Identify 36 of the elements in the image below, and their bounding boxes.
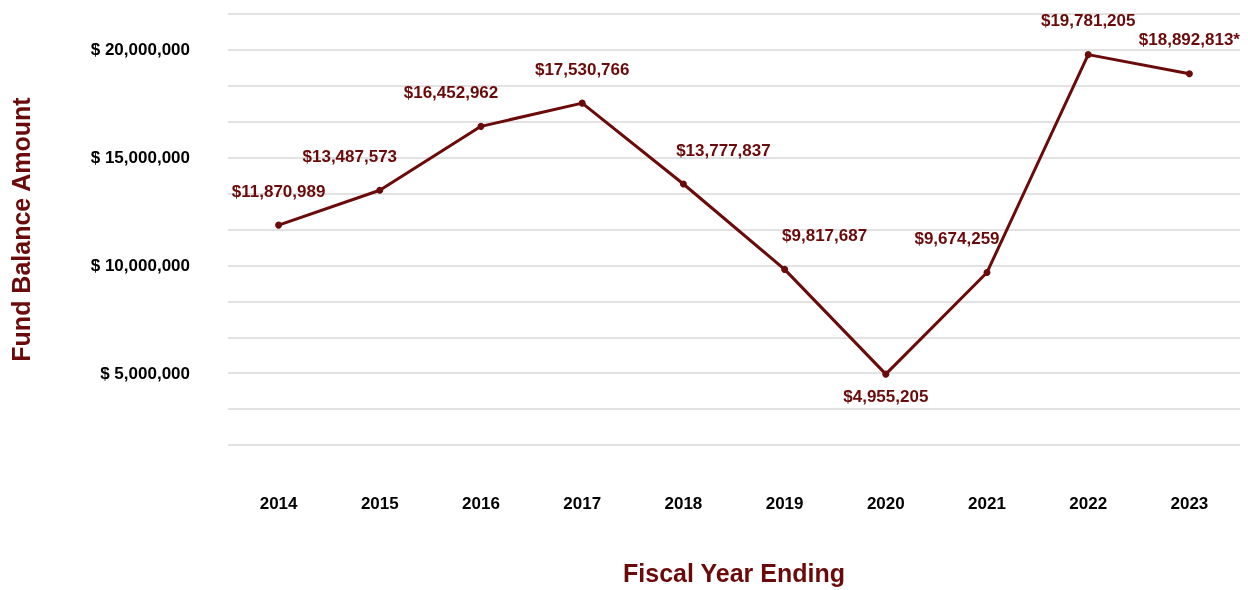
x-tick-label: 2017 (563, 494, 602, 513)
point (275, 221, 283, 229)
data-label: $4,955,205 (843, 386, 929, 406)
x-tick-label: 2015 (360, 494, 399, 513)
x-tick-label: 2022 (1069, 494, 1108, 513)
point (1084, 51, 1092, 59)
y-tick-label: $ 5,000,000 (100, 363, 190, 383)
data-label: $9,817,687 (782, 225, 868, 245)
point (578, 99, 586, 107)
point (477, 122, 485, 130)
x-tick-label: 2021 (968, 494, 1006, 513)
data-label: $18,892,813* (1138, 30, 1241, 50)
data-label: $17,530,766 (534, 59, 630, 79)
data-label: $19,781,205 (1040, 11, 1136, 31)
x-tick-label: 2014 (259, 494, 299, 513)
x-tick-label: 2016 (462, 494, 500, 513)
point (376, 186, 384, 194)
data-label: $13,487,573 (302, 146, 398, 166)
y-axis-title: Fund Balance Amount (6, 96, 35, 362)
data-label: $9,674,259 (914, 228, 1000, 248)
y-tick-label: $ 10,000,000 (90, 255, 190, 275)
x-tick-label: 2019 (765, 494, 804, 513)
x-tick-label: 2020 (866, 494, 905, 513)
point (1185, 70, 1193, 78)
data-label: $11,870,989 (231, 181, 326, 201)
point (781, 265, 789, 273)
point (983, 268, 991, 276)
point (679, 180, 687, 188)
data-label: $13,777,837 (676, 140, 771, 160)
y-tick-label: $ 15,000,000 (90, 148, 190, 168)
data-label: $16,452,962 (403, 82, 499, 102)
y-tick-label: $ 20,000,000 (90, 40, 190, 60)
x-tick-label: 2023 (1170, 494, 1209, 513)
x-axis-title: Fiscal Year Ending (623, 558, 845, 587)
point (882, 370, 890, 378)
x-tick-label: 2018 (664, 494, 703, 513)
